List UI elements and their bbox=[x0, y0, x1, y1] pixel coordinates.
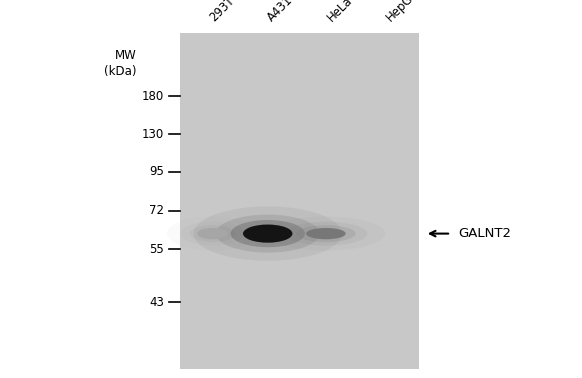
Text: GALNT2: GALNT2 bbox=[458, 227, 511, 240]
Text: 180: 180 bbox=[142, 90, 164, 103]
Ellipse shape bbox=[230, 220, 305, 247]
Text: HeLa: HeLa bbox=[325, 0, 355, 24]
Ellipse shape bbox=[285, 222, 367, 246]
Text: 72: 72 bbox=[149, 204, 164, 217]
Ellipse shape bbox=[194, 206, 342, 261]
Text: 293T: 293T bbox=[207, 0, 237, 24]
Text: A431: A431 bbox=[265, 0, 296, 24]
Text: 95: 95 bbox=[149, 166, 164, 178]
Text: 43: 43 bbox=[149, 296, 164, 309]
Ellipse shape bbox=[190, 225, 235, 242]
Ellipse shape bbox=[306, 228, 346, 239]
Ellipse shape bbox=[167, 217, 258, 251]
Ellipse shape bbox=[267, 217, 385, 251]
Ellipse shape bbox=[296, 225, 356, 242]
Text: 55: 55 bbox=[150, 243, 164, 256]
Bar bbox=[180, 33, 419, 369]
Ellipse shape bbox=[197, 228, 228, 239]
Text: MW
(kDa): MW (kDa) bbox=[104, 49, 137, 78]
Text: HepG2: HepG2 bbox=[384, 0, 422, 24]
Text: 130: 130 bbox=[142, 128, 164, 141]
Ellipse shape bbox=[216, 215, 320, 253]
Ellipse shape bbox=[180, 222, 244, 246]
Ellipse shape bbox=[243, 225, 293, 243]
